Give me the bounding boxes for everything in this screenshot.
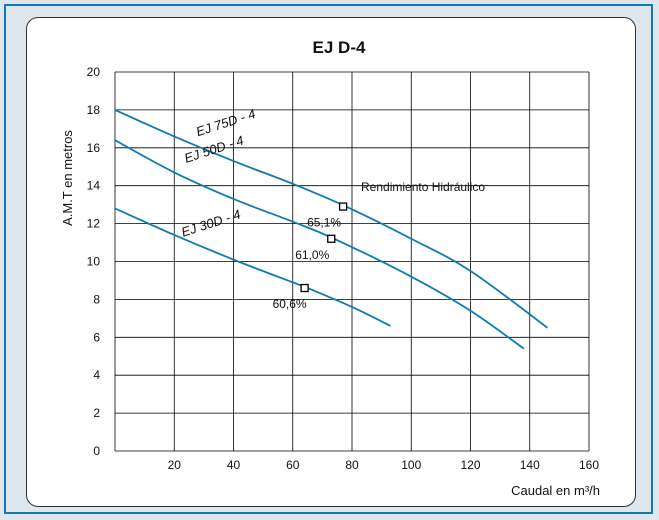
annotation-text: Rendimiento Hidráulico bbox=[361, 180, 485, 194]
x-axis-label: Caudal en m³/h bbox=[511, 483, 600, 498]
series-line bbox=[114, 109, 549, 329]
efficiency-label: 65,1% bbox=[307, 216, 341, 230]
x-tick-label: 80 bbox=[345, 458, 359, 472]
x-tick-label: 120 bbox=[460, 458, 480, 472]
x-tick-label: 100 bbox=[401, 458, 421, 472]
efficiency-marker bbox=[338, 202, 348, 211]
y-tick-label: 16 bbox=[87, 141, 101, 155]
x-tick-label: 20 bbox=[168, 458, 182, 472]
y-tick-label: 6 bbox=[93, 330, 100, 344]
efficiency-label: 61,0% bbox=[295, 248, 329, 262]
y-tick-label: 0 bbox=[93, 444, 100, 458]
y-axis-label: A.M.T en metros bbox=[60, 130, 75, 226]
efficiency-label: 60,6% bbox=[273, 297, 307, 311]
efficiency-marker bbox=[327, 234, 336, 243]
y-tick-label: 2 bbox=[93, 406, 100, 420]
y-tick-label: 20 bbox=[87, 65, 101, 79]
grid bbox=[114, 71, 590, 452]
series-label: EJ 50D - 4 bbox=[182, 133, 245, 166]
y-tick-label: 14 bbox=[87, 179, 101, 193]
x-tick-label: 160 bbox=[579, 458, 599, 472]
series-lines bbox=[114, 109, 549, 350]
chart-title: EJ D-4 bbox=[313, 38, 366, 57]
y-tick-label: 18 bbox=[87, 103, 101, 117]
series-label: EJ 30D - 4 bbox=[179, 206, 242, 239]
series-line bbox=[114, 207, 391, 327]
tick-labels: 0 2 4 6 8 10 12 14 16 18 20 20 40 60 80 100 120 140 160 bbox=[87, 65, 600, 472]
chart-panel bbox=[26, 17, 636, 507]
y-tick-label: 4 bbox=[93, 368, 100, 382]
series-label: EJ 75D - 4 bbox=[194, 106, 257, 139]
x-tick-label: 60 bbox=[286, 458, 300, 472]
y-tick-label: 12 bbox=[87, 217, 101, 231]
y-tick-label: 8 bbox=[93, 292, 100, 306]
series-line bbox=[114, 139, 525, 350]
efficiency-points: 65,1% 61,0% 60,6% bbox=[273, 202, 348, 311]
x-tick-label: 40 bbox=[227, 458, 241, 472]
x-tick-label: 140 bbox=[520, 458, 540, 472]
y-tick-label: 10 bbox=[87, 255, 101, 269]
efficiency-marker bbox=[300, 283, 309, 293]
series-labels: EJ 75D - 4EJ 50D - 4 EJ 30D - 4 bbox=[179, 106, 257, 240]
